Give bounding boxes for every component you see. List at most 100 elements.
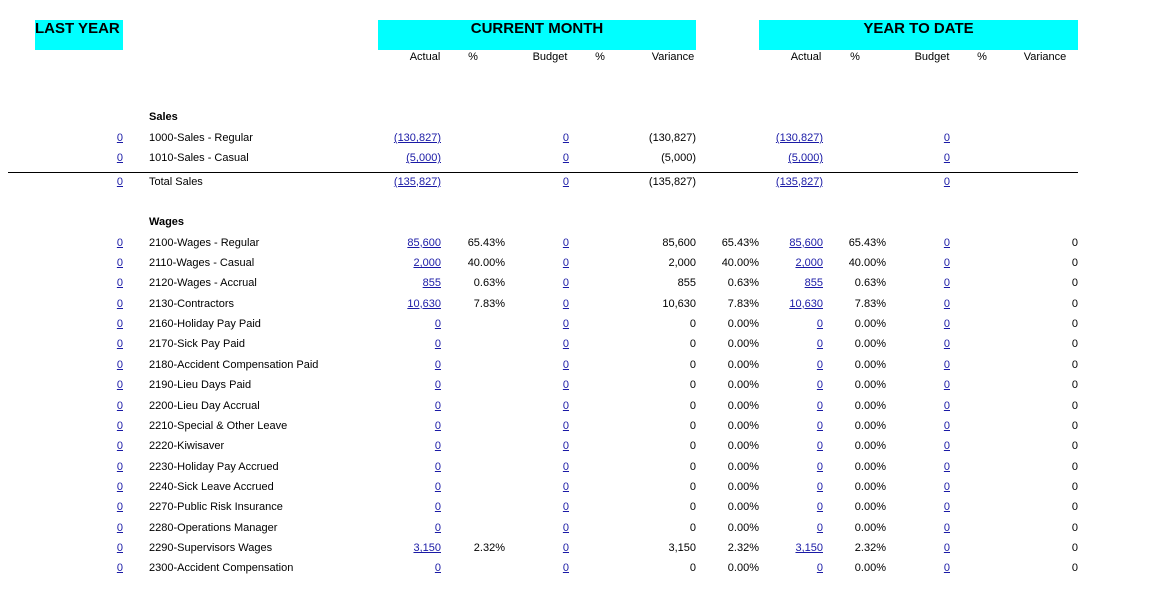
cm-budget[interactable]: 0 xyxy=(562,460,569,473)
last-year[interactable]: 0 xyxy=(116,297,123,310)
ytd-budget[interactable]: 0 xyxy=(943,152,950,165)
last-year[interactable]: 0 xyxy=(116,257,123,270)
cm-budget[interactable]: 0 xyxy=(562,257,569,270)
last-year[interactable]: 0 xyxy=(116,501,123,514)
ytd-actual[interactable]: 0 xyxy=(816,358,823,371)
cm-budget[interactable]: 0 xyxy=(562,419,569,432)
ytd-actual[interactable]: 0 xyxy=(816,501,823,514)
last-year[interactable]: 0 xyxy=(116,175,123,188)
last-year[interactable]: 0 xyxy=(116,277,123,290)
cm-actual[interactable]: (135,827) xyxy=(393,175,441,188)
ytd-actual[interactable]: 0 xyxy=(816,562,823,575)
last-year[interactable]: 0 xyxy=(116,236,123,249)
ytd-actual[interactable]: 3,150 xyxy=(795,541,823,554)
ytd-budget[interactable]: 0 xyxy=(943,175,950,188)
cm-budget[interactable]: 0 xyxy=(562,297,569,310)
ytd-actual[interactable]: 10,630 xyxy=(789,297,823,310)
cm-actual[interactable]: (130,827) xyxy=(393,132,441,144)
cm-actual[interactable]: 10,630 xyxy=(407,297,441,310)
cm-budget[interactable]: 0 xyxy=(562,338,569,351)
ytd-budget[interactable]: 0 xyxy=(943,541,950,554)
ytd-actual[interactable]: (130,827) xyxy=(775,132,823,144)
ytd-budget[interactable]: 0 xyxy=(943,521,950,534)
ytd-budget[interactable]: 0 xyxy=(943,257,950,270)
ytd-budget[interactable]: 0 xyxy=(943,501,950,514)
ytd-actual[interactable]: 0 xyxy=(816,480,823,493)
cm-budget[interactable]: 0 xyxy=(562,501,569,514)
cm-actual[interactable]: 2,000 xyxy=(413,257,441,270)
cm-actual[interactable]: 0 xyxy=(434,399,441,412)
ytd-budget[interactable]: 0 xyxy=(943,277,950,290)
ytd-budget[interactable]: 0 xyxy=(943,562,950,575)
last-year[interactable]: 0 xyxy=(116,338,123,351)
ytd-budget[interactable]: 0 xyxy=(943,480,950,493)
cm-actual[interactable]: 0 xyxy=(434,440,441,453)
last-year[interactable]: 0 xyxy=(116,440,123,453)
last-year[interactable]: 0 xyxy=(116,399,123,412)
cm-budget[interactable]: 0 xyxy=(562,379,569,392)
last-year[interactable]: 0 xyxy=(116,541,123,554)
ytd-actual[interactable]: 0 xyxy=(816,318,823,331)
cm-budget[interactable]: 0 xyxy=(562,152,569,165)
ytd-budget[interactable]: 0 xyxy=(943,358,950,371)
cm-budget[interactable]: 0 xyxy=(562,562,569,575)
ytd-actual[interactable]: (5,000) xyxy=(788,152,823,165)
ytd-budget[interactable]: 0 xyxy=(943,338,950,351)
cm-actual[interactable]: 85,600 xyxy=(407,236,441,249)
ytd-budget[interactable]: 0 xyxy=(943,399,950,412)
cm-budget[interactable]: 0 xyxy=(562,277,569,290)
last-year[interactable]: 0 xyxy=(116,318,123,331)
last-year[interactable]: 0 xyxy=(116,460,123,473)
cm-actual[interactable]: 0 xyxy=(434,562,441,575)
ytd-actual[interactable]: 0 xyxy=(816,419,823,432)
cm-actual[interactable]: 0 xyxy=(434,480,441,493)
ytd-actual[interactable]: 0 xyxy=(816,521,823,534)
last-year[interactable]: 0 xyxy=(116,358,123,371)
ytd-budget[interactable]: 0 xyxy=(943,132,950,144)
cm-actual[interactable]: (5,000) xyxy=(406,152,441,165)
last-year[interactable]: 0 xyxy=(116,521,123,534)
ytd-budget[interactable]: 0 xyxy=(943,440,950,453)
ytd-actual[interactable]: 0 xyxy=(816,379,823,392)
cm-budget[interactable]: 0 xyxy=(562,318,569,331)
ytd-actual[interactable]: 855 xyxy=(804,277,823,290)
ytd-actual[interactable]: 0 xyxy=(816,338,823,351)
ytd-budget[interactable]: 0 xyxy=(943,236,950,249)
cm-actual[interactable]: 0 xyxy=(434,358,441,371)
cm-actual[interactable]: 0 xyxy=(434,419,441,432)
ytd-actual[interactable]: 0 xyxy=(816,399,823,412)
ytd-budget[interactable]: 0 xyxy=(943,379,950,392)
ytd-budget[interactable]: 0 xyxy=(943,318,950,331)
cm-actual[interactable]: 0 xyxy=(434,379,441,392)
cm-budget[interactable]: 0 xyxy=(562,480,569,493)
cm-actual[interactable]: 3,150 xyxy=(413,541,441,554)
cm-budget[interactable]: 0 xyxy=(562,175,569,188)
cm-actual[interactable]: 855 xyxy=(422,277,441,290)
cm-actual[interactable]: 0 xyxy=(434,460,441,473)
ytd-actual[interactable]: (135,827) xyxy=(775,175,823,188)
cm-actual[interactable]: 0 xyxy=(434,521,441,534)
cm-budget[interactable]: 0 xyxy=(562,132,569,144)
last-year[interactable]: 0 xyxy=(116,152,123,165)
last-year[interactable]: 0 xyxy=(116,379,123,392)
cm-budget[interactable]: 0 xyxy=(562,541,569,554)
last-year[interactable]: 0 xyxy=(116,132,123,144)
ytd-budget[interactable]: 0 xyxy=(943,419,950,432)
cm-actual[interactable]: 0 xyxy=(434,338,441,351)
ytd-actual[interactable]: 2,000 xyxy=(795,257,823,270)
ytd-actual[interactable]: 0 xyxy=(816,440,823,453)
ytd-budget[interactable]: 0 xyxy=(943,460,950,473)
cm-budget[interactable]: 0 xyxy=(562,521,569,534)
cm-budget[interactable]: 0 xyxy=(562,358,569,371)
last-year[interactable]: 0 xyxy=(116,562,123,575)
last-year[interactable]: 0 xyxy=(116,480,123,493)
ytd-budget[interactable]: 0 xyxy=(943,297,950,310)
cm-budget[interactable]: 0 xyxy=(562,236,569,249)
ytd-actual[interactable]: 0 xyxy=(816,460,823,473)
cm-actual[interactable]: 0 xyxy=(434,501,441,514)
cm-actual[interactable]: 0 xyxy=(434,318,441,331)
ytd-actual[interactable]: 85,600 xyxy=(789,236,823,249)
cm-budget[interactable]: 0 xyxy=(562,440,569,453)
last-year[interactable]: 0 xyxy=(116,419,123,432)
cm-budget[interactable]: 0 xyxy=(562,399,569,412)
